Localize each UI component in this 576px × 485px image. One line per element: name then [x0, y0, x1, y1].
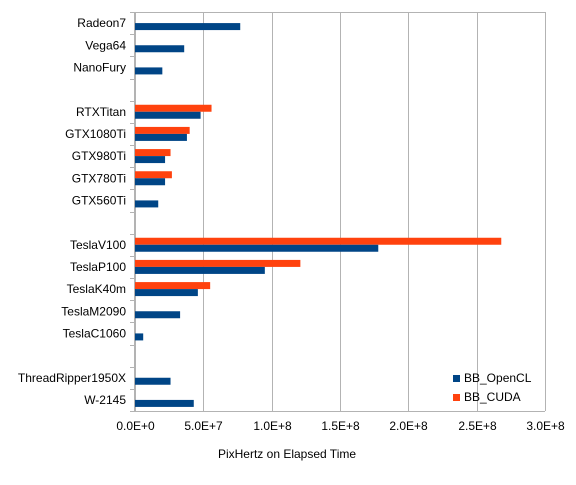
- bar-bb-cuda: [135, 237, 502, 245]
- x-tick-label: 1.0E+8: [253, 419, 292, 433]
- x-axis-title: PixHertz on Elapsed Time: [218, 447, 356, 461]
- bar-bb-opencl: [135, 133, 187, 141]
- category-label: GTX560Ti: [72, 193, 126, 207]
- bar-bb-opencl: [135, 200, 159, 208]
- category-label: GTX780Ti: [72, 171, 126, 185]
- category-label: RTXTitan: [76, 105, 126, 119]
- category-label: Vega64: [85, 38, 126, 52]
- x-tick-label: 2.0E+8: [389, 419, 428, 433]
- x-tick-label: 5.0E+7: [184, 419, 223, 433]
- bar-bb-opencl: [135, 67, 163, 75]
- bar-bb-opencl: [135, 111, 201, 119]
- bar-bb-opencl: [135, 311, 181, 319]
- legend: BB_OpenCL BB_CUDA: [453, 371, 532, 404]
- category-label: GTX1080Ti: [65, 127, 126, 141]
- category-label: TeslaK40m: [67, 282, 126, 296]
- category-label: GTX980Ti: [72, 149, 126, 163]
- bar-bb-opencl: [135, 377, 171, 385]
- category-labels: Radeon7 Vega64 NanoFury RTXTitan GTX1080Ti GT…: [18, 16, 126, 407]
- category-label: TeslaV100: [70, 238, 126, 252]
- legend-label: BB_CUDA: [464, 390, 521, 404]
- bar-bb-cuda: [135, 149, 171, 157]
- x-tick-label: 0.0E+0: [116, 419, 155, 433]
- bar-bb-opencl: [135, 156, 166, 164]
- bar-bb-opencl: [135, 178, 166, 186]
- bar-bb-cuda: [135, 259, 301, 267]
- category-label: Radeon7: [77, 16, 126, 30]
- bar-bb-cuda: [135, 126, 190, 134]
- bar-bb-opencl: [135, 399, 194, 407]
- bar-bb-cuda: [135, 282, 211, 290]
- legend-swatch: [453, 375, 460, 382]
- gridlines: [135, 12, 546, 411]
- category-label: TeslaM2090: [61, 304, 126, 318]
- legend-swatch: [453, 394, 460, 401]
- category-label: ThreadRipper1950X: [18, 371, 126, 385]
- bar-bb-cuda: [135, 104, 212, 112]
- x-tick-label: 1.5E+8: [321, 419, 360, 433]
- bar-bb-opencl: [135, 45, 185, 53]
- category-label: W-2145: [84, 393, 126, 407]
- bars: [135, 23, 502, 407]
- bar-bb-opencl: [135, 23, 241, 31]
- bar-bb-opencl: [135, 244, 379, 252]
- x-tick-label: 3.0E+8: [526, 419, 565, 433]
- x-tick-labels: 0.0E+0 5.0E+7 1.0E+8 1.5E+8 2.0E+8 2.5E+8 3.0E…: [116, 419, 565, 433]
- category-label: TeslaC1060: [63, 326, 127, 340]
- category-label: TeslaP100: [70, 260, 126, 274]
- axes: [130, 12, 545, 412]
- category-label: NanoFury: [73, 60, 126, 74]
- bar-bb-opencl: [135, 289, 198, 297]
- bar-bb-cuda: [135, 171, 172, 179]
- x-tick-label: 2.5E+8: [458, 419, 497, 433]
- bar-bb-opencl: [135, 266, 265, 274]
- bar-bb-opencl: [135, 333, 144, 341]
- legend-label: BB_OpenCL: [464, 371, 532, 385]
